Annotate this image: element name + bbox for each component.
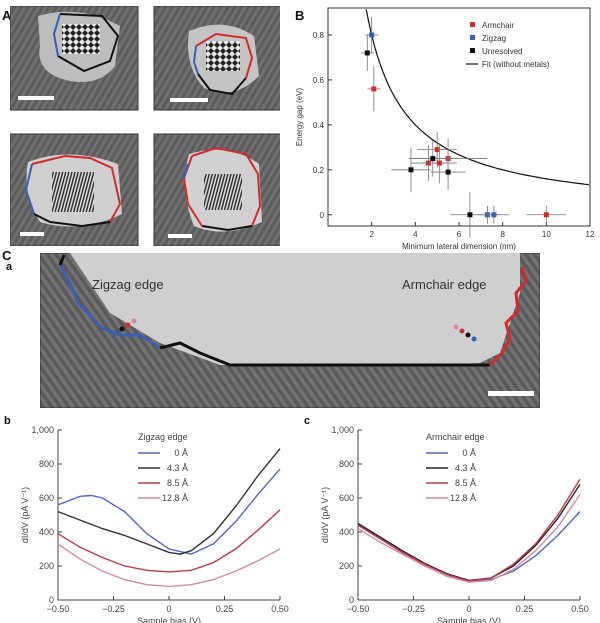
y-tick-label: 0.2 — [313, 166, 325, 175]
x-tick-label: −0.25 — [402, 604, 425, 614]
legend-swatch — [470, 35, 475, 40]
x-tick-label: 0 — [466, 604, 471, 614]
stm-image-1 — [9, 5, 139, 111]
y-tick-label: 0.6 — [313, 76, 325, 85]
legend-label: 0 Å — [174, 448, 188, 458]
stm-image-2 — [153, 5, 283, 111]
y-tick-label: 1,000 — [331, 425, 354, 435]
y-tick-label: 200 — [39, 561, 54, 571]
y-tick-label: 0 — [49, 595, 54, 605]
x-tick-label: 0.50 — [571, 604, 589, 614]
zigzag-edge-label: Zigzag edge — [92, 277, 164, 292]
data-point-unresolved — [408, 167, 414, 173]
y-tick-label: 0 — [349, 595, 354, 605]
x-tick-label: 8 — [500, 230, 505, 239]
y-tick-label: 400 — [339, 527, 354, 537]
x-tick-label: −0.25 — [102, 604, 125, 614]
chart-c: c 0 200 400 600 800 1,000 −0.50 −0.25 0 0.25 0.50 Sa… — [304, 415, 589, 623]
y-tick-label: 600 — [339, 493, 354, 503]
legend-title: Armchair edge — [426, 432, 485, 442]
x-tick-label: −0.50 — [347, 604, 370, 614]
y-axis-label: dI/dV (pA V⁻¹) — [320, 487, 330, 543]
stm-image-edges — [39, 252, 541, 409]
data-point-armchair — [543, 212, 549, 218]
legend-title: Zigzag edge — [138, 432, 188, 442]
x-tick-label: 6 — [457, 230, 462, 239]
legend-label: Fit (without metals) — [482, 60, 550, 69]
y-tick-label: 800 — [39, 459, 54, 469]
scale-bar — [488, 391, 534, 396]
panel-label-c: c — [304, 415, 310, 427]
legend-label: Armchair — [482, 21, 514, 30]
y-tick-label: 0 — [320, 211, 325, 220]
legend-label: Zigzag — [482, 34, 506, 43]
stm-image-4 — [153, 133, 283, 247]
legend-label: 0 Å — [462, 448, 476, 458]
stm-image-grid — [9, 5, 283, 247]
scale-bar — [168, 234, 192, 238]
x-tick-label: 0 — [166, 604, 171, 614]
data-point-zigzag — [491, 212, 497, 218]
y-tick-label: 800 — [339, 459, 354, 469]
data-point-armchair — [371, 86, 377, 92]
data-point-armchair — [436, 160, 442, 166]
panel-A-images — [9, 5, 283, 247]
data-point-unresolved — [467, 212, 473, 218]
y-tick-label: 0.8 — [313, 31, 325, 40]
series-line — [357, 478, 581, 582]
x-tick-label: 2 — [369, 230, 374, 239]
x-tick-label: 0.50 — [271, 604, 289, 614]
series-line — [357, 494, 581, 583]
y-tick-label: 0.4 — [313, 121, 325, 130]
panel-label-A: A — [2, 8, 12, 23]
x-tick-label: −0.50 — [47, 604, 70, 614]
legend-swatch — [470, 22, 475, 27]
y-axis-label: Energy gap (eV) — [295, 88, 304, 147]
armchair-edge-label: Armchair edge — [402, 277, 487, 292]
y-tick-label: 400 — [39, 527, 54, 537]
data-point-zigzag — [369, 32, 375, 38]
series-line — [357, 511, 581, 583]
legend-label: 12.8 Å — [450, 493, 476, 503]
data-point-armchair — [434, 147, 440, 153]
chart-b: b 0 200 400 600 800 1,000 −0.50 −0.25 0 0.25 0.50 Sa… — [4, 415, 289, 623]
data-point-unresolved — [445, 169, 451, 175]
data-point-unresolved — [430, 156, 436, 162]
legend-label: 12.8 Å — [162, 493, 188, 503]
panel-label-b: b — [4, 415, 11, 427]
scale-bar — [170, 98, 208, 102]
series-line — [57, 509, 281, 573]
x-tick-label: 0.25 — [216, 604, 234, 614]
y-tick-label: 600 — [39, 493, 54, 503]
x-axis-label: Minimum lateral dimension (nm) — [402, 242, 516, 251]
scale-bar — [18, 96, 54, 100]
y-tick-label: 200 — [339, 561, 354, 571]
panel-C-stm-image: a Zigzag edge Armchair edge — [6, 252, 541, 409]
chart-B: 2 4 6 8 10 12 0 0.2 0.4 0.6 0.8 Minimum lateral dim… — [295, 7, 595, 251]
stm-image-3 — [9, 133, 139, 247]
legend-label: 4.3 Å — [455, 463, 476, 473]
scale-bar — [20, 232, 44, 236]
legend-swatch — [470, 48, 475, 53]
panel-label-C: C — [2, 248, 12, 263]
x-tick-label: 4 — [413, 230, 418, 239]
series-line — [57, 448, 281, 555]
y-axis-label: dI/dV (pA V⁻¹) — [20, 487, 30, 543]
panel-label-B: B — [295, 8, 305, 23]
legend-label: Unresolved — [482, 47, 522, 56]
legend-label: 8.5 Å — [167, 478, 188, 488]
x-tick-label: 0.25 — [516, 604, 534, 614]
panel-label-a: a — [6, 261, 13, 273]
fit-line — [365, 9, 589, 186]
series-line — [57, 543, 281, 588]
x-tick-label: 10 — [542, 230, 551, 239]
x-axis-label: Sample bias (V) — [137, 616, 201, 623]
x-tick-label: 12 — [586, 230, 595, 239]
legend-label: 8.5 Å — [455, 478, 476, 488]
series-line — [57, 468, 281, 555]
y-tick-label: 1,000 — [31, 425, 54, 435]
legend-label: 4.3 Å — [167, 463, 188, 473]
data-point-unresolved — [364, 50, 370, 56]
x-axis-label: Sample bias (V) — [437, 616, 501, 623]
